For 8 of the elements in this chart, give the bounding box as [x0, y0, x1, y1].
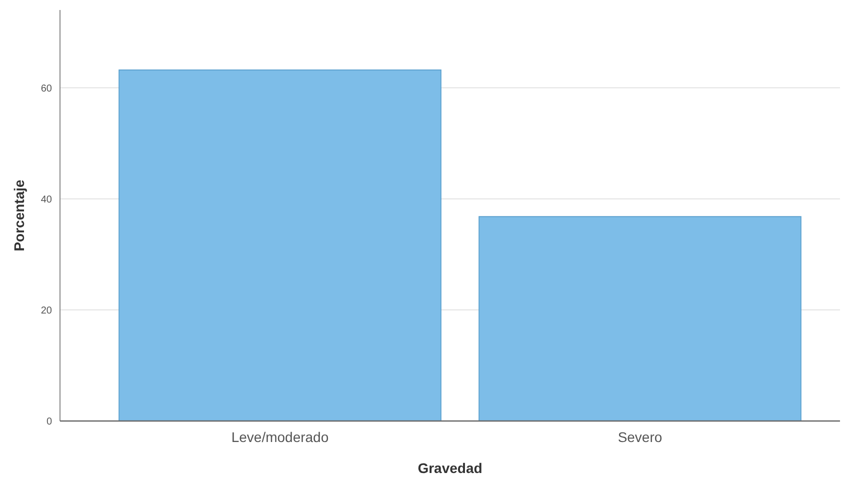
- y-tick-label: 60: [40, 83, 52, 94]
- y-tick-label: 40: [40, 194, 52, 206]
- y-axis-title: Porcentaje: [11, 179, 27, 252]
- y-tick-label: 20: [40, 305, 52, 316]
- y-tick-label: 0: [46, 416, 52, 428]
- x-tick-label: Severo: [618, 429, 662, 445]
- x-axis-title: Gravedad: [418, 460, 482, 476]
- x-tick-label: Leve/moderado: [231, 429, 329, 445]
